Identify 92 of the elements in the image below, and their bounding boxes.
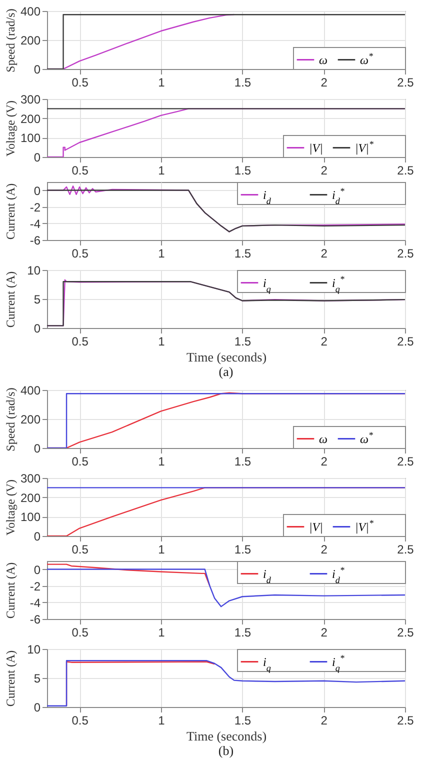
y-tick-label: 100 [20,131,41,146]
y-tick-label: 0 [34,184,41,198]
x-tick-label: 2 [320,164,328,178]
y-tick-label: 100 [20,510,41,524]
x-tick-label: 1 [158,454,166,468]
y-tick-label: 10 [27,642,41,656]
x-tick-label: 2.5 [397,626,414,640]
legend-label: ω$^{*}$ [360,50,374,67]
x-tick-label: 2.5 [397,454,414,468]
legend-label: i$_{d}$ [263,566,272,585]
legend-label: i$_{q}$ [263,276,272,294]
legend-label: |V| [309,520,323,534]
legend-label: ω [319,52,328,67]
x-tick-label: 2 [320,246,328,260]
y-tick-label: -4 [30,596,41,610]
legend-label: |V|$^{*}$ [355,138,374,155]
y-tick-label: -4 [30,216,41,231]
x-tick-label: 0.5 [72,164,89,178]
y-tick-label: 0 [34,530,41,544]
x-tick-label: 0.5 [72,626,89,640]
x-tick-label: 2.5 [397,334,414,348]
x-tick-label: 2 [320,626,328,640]
x-tick-label: 1 [158,246,166,260]
y-tick-label: 0 [34,150,41,164]
y-tick-label: 400 [20,4,41,18]
text: (b) [218,743,234,758]
x-tick-label: 1.5 [234,714,252,728]
legend-label: ω [319,432,328,446]
y-axis-title: Current (A) [4,562,18,619]
y-tick-label: 0 [34,62,41,76]
y-tick-label: -6 [30,234,41,248]
x-tick-label: 1.5 [234,334,252,348]
y-axis-title: Current (A) [4,271,18,328]
x-tick-label: 2.5 [397,542,414,556]
y-tick-label: 300 [20,92,41,106]
y-tick-label: 5 [34,672,41,686]
y-tick-label: 200 [20,34,41,48]
x-tick-label: 1.5 [234,542,252,556]
text: (a) [218,364,234,379]
x-tick-label: 0.5 [72,454,89,468]
x-axis-title: Time (seconds) [186,350,267,364]
x-tick-label: 2 [320,334,328,348]
x-tick-label: 0.5 [72,334,89,348]
x-tick-label: 1 [158,334,166,348]
y-tick-label: -6 [30,612,41,626]
legend-label: i$_{q}$ [263,654,272,673]
x-tick-label: 1 [158,76,166,90]
y-tick-label: 0 [34,322,41,336]
y-axis-title: Speed (rad/s) [4,8,18,72]
y-axis-title: Current (A) [4,183,18,240]
x-tick-label: 2 [320,714,328,728]
legend-label: ω$^{*}$ [360,430,374,446]
x-tick-label: 1.5 [234,76,252,90]
y-tick-label: 0 [34,442,41,456]
x-axis-title: Time (seconds) [186,728,267,744]
x-tick-label: 1 [158,542,166,556]
x-tick-label: 1.5 [234,626,252,640]
x-tick-label: 1.5 [234,454,252,468]
x-tick-label: 0.5 [72,714,89,728]
y-tick-label: 300 [20,472,41,486]
y-tick-label: 0 [34,700,41,714]
y-axis-title: Voltage (V) [4,100,18,157]
legend-label: |V|$^{*}$ [355,518,374,534]
y-tick-label: 200 [20,412,41,426]
x-tick-label: 1 [158,164,166,178]
x-tick-label: 1 [158,626,166,640]
y-axis-title: Speed (rad/s) [4,388,18,452]
x-tick-label: 1.5 [234,164,252,178]
y-tick-label: -2 [30,579,41,594]
x-tick-label: 2.5 [397,164,414,178]
x-tick-label: 2.5 [397,714,414,728]
x-tick-label: 1 [158,714,166,728]
y-tick-label: -2 [30,200,41,214]
legend-label: |V| [309,140,323,155]
y-tick-label: 200 [20,490,41,505]
x-tick-label: 2.5 [397,246,414,260]
x-tick-label: 2 [320,542,328,556]
y-tick-label: 5 [34,292,41,306]
y-axis-title: Voltage (V) [4,479,18,536]
x-tick-label: 0.5 [72,246,89,260]
legend-label: i$_{d}$ [263,188,272,206]
x-tick-label: 2 [320,454,328,468]
x-tick-label: 1.5 [234,246,252,260]
x-tick-label: 2.5 [397,76,414,90]
y-tick-label: 10 [27,264,41,278]
x-tick-label: 0.5 [72,76,89,90]
x-tick-label: 2 [320,76,328,90]
y-axis-title: Current (A) [4,650,18,707]
y-tick-label: 0 [34,562,41,577]
y-tick-label: 200 [20,112,41,126]
y-tick-label: 400 [20,384,41,398]
x-tick-label: 0.5 [72,542,89,556]
